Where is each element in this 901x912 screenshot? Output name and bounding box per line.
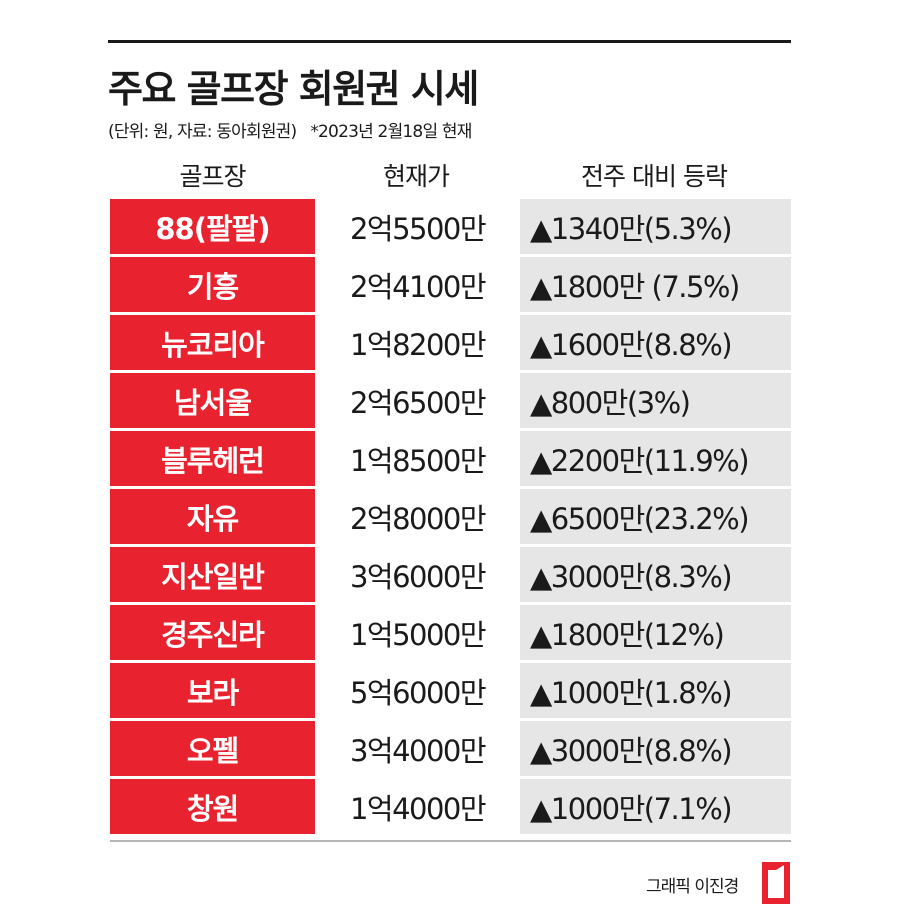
header-change: 전주 대비 등락 — [581, 162, 728, 191]
current-price: 2억8000만 — [318, 489, 517, 544]
price-table: 골프장 현재가 전주 대비 등락 88(팔팔) 2억5500만 ▲1340만(5… — [110, 154, 791, 834]
current-price: 2억6500만 — [318, 373, 517, 428]
current-price: 1억8500만 — [318, 431, 517, 486]
weekly-change: ▲1800만(12%) — [520, 605, 791, 660]
golf-course-name: 창원 — [110, 779, 315, 834]
table-row: 뉴코리아 1억8200만 ▲1600만(8.8%) — [110, 315, 791, 370]
table-header: 골프장 현재가 전주 대비 등락 — [110, 154, 791, 196]
subtitle: (단위: 원, 자료: 동아회원권) *2023년 2월18일 현재 — [108, 117, 472, 142]
weekly-change: ▲6500만(23.2%) — [520, 489, 791, 544]
weekly-change: ▲3000만(8.3%) — [520, 547, 791, 602]
graphic-credit: 그래픽 이진경 — [646, 877, 739, 897]
current-price: 2억4100만 — [318, 257, 517, 312]
golf-course-name: 지산일반 — [110, 547, 315, 602]
current-price: 3억4000만 — [318, 721, 517, 776]
golf-course-name: 오펠 — [110, 721, 315, 776]
golf-course-name: 자유 — [110, 489, 315, 544]
table-row: 지산일반 3억6000만 ▲3000만(8.3%) — [110, 547, 791, 602]
publisher-logo-icon — [762, 862, 790, 904]
bottom-divider — [110, 840, 791, 842]
golf-course-name: 남서울 — [110, 373, 315, 428]
current-price: 1억4000만 — [318, 779, 517, 834]
unit-source-note: (단위: 원, 자료: 동아회원권) — [108, 122, 297, 142]
golf-course-name: 경주신라 — [110, 605, 315, 660]
golf-course-name: 88(팔팔) — [110, 199, 315, 254]
golf-course-name: 블루헤런 — [110, 431, 315, 486]
page-title: 주요 골프장 회원권 시세 — [108, 67, 479, 111]
weekly-change: ▲3000만(8.8%) — [520, 721, 791, 776]
weekly-change: ▲1800만 (7.5%) — [520, 257, 791, 312]
table-row: 남서울 2억6500만 ▲800만(3%) — [110, 373, 791, 428]
header-name: 골프장 — [179, 162, 246, 191]
table-row: 창원 1억4000만 ▲1000만(7.1%) — [110, 779, 791, 834]
table-row: 보라 5억6000만 ▲1000만(1.8%) — [110, 663, 791, 718]
table-row: 블루헤런 1억8500만 ▲2200만(11.9%) — [110, 431, 791, 486]
weekly-change: ▲1340만(5.3%) — [520, 199, 791, 254]
current-price: 2억5500만 — [318, 199, 517, 254]
weekly-change: ▲800만(3%) — [520, 373, 791, 428]
table-row: 88(팔팔) 2억5500만 ▲1340만(5.3%) — [110, 199, 791, 254]
golf-course-name: 기흥 — [110, 257, 315, 312]
weekly-change: ▲2200만(11.9%) — [520, 431, 791, 486]
table-row: 경주신라 1억5000만 ▲1800만(12%) — [110, 605, 791, 660]
top-divider — [108, 40, 791, 43]
current-price: 1억5000만 — [318, 605, 517, 660]
table-row: 기흥 2억4100만 ▲1800만 (7.5%) — [110, 257, 791, 312]
current-price: 3억6000만 — [318, 547, 517, 602]
table-row: 오펠 3억4000만 ▲3000만(8.8%) — [110, 721, 791, 776]
date-note: *2023년 2월18일 현재 — [310, 122, 472, 142]
header-price: 현재가 — [382, 162, 450, 191]
current-price: 1억8200만 — [318, 315, 517, 370]
weekly-change: ▲1600만(8.8%) — [520, 315, 791, 370]
table-row: 자유 2억8000만 ▲6500만(23.2%) — [110, 489, 791, 544]
weekly-change: ▲1000만(1.8%) — [520, 663, 791, 718]
golf-course-name: 보라 — [110, 663, 315, 718]
current-price: 5억6000만 — [318, 663, 517, 718]
weekly-change: ▲1000만(7.1%) — [520, 779, 791, 834]
golf-course-name: 뉴코리아 — [110, 315, 315, 370]
